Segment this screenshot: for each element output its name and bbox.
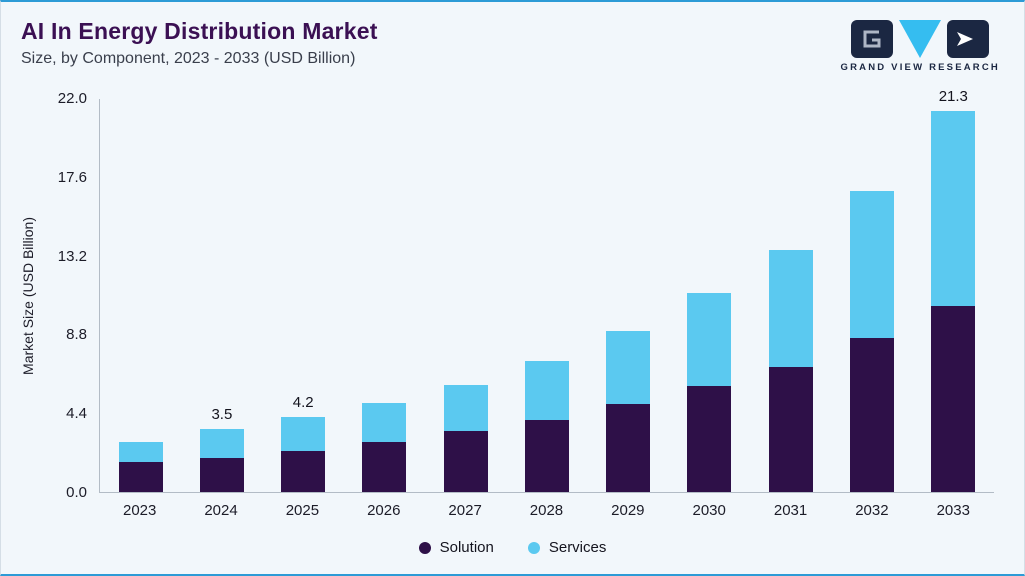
bar-segment-solution (931, 305, 976, 492)
bar-segment-solution (850, 338, 895, 492)
x-axis-labels: 2023 2024 2025 2026 2027 2028 2029 2030 2031 2032… (99, 502, 994, 519)
bar-segment-solution (768, 366, 813, 492)
bar-segment-solution (362, 441, 407, 492)
stacked-bar (118, 441, 163, 492)
bar-group (669, 99, 750, 492)
chart-title: AI In Energy Distribution Market (21, 18, 378, 44)
gvr-logo-mark (851, 20, 990, 58)
bar-segment-services (850, 191, 895, 338)
bar-segment-solution (199, 458, 244, 492)
bar-segment-services (118, 441, 163, 462)
bar-group (100, 99, 181, 492)
x-tick-label: 2025 (285, 502, 320, 519)
y-tick-label: 8.8 (66, 326, 87, 344)
bar-group (831, 99, 912, 492)
bar-group (344, 99, 425, 492)
stacked-bar (281, 416, 326, 492)
bar-segment-solution (606, 404, 651, 492)
stacked-bar (443, 384, 488, 492)
bar-segment-services (931, 110, 976, 306)
stacked-bar (362, 402, 407, 492)
bar-group: 4.2 (263, 99, 344, 492)
bar-segment-services (687, 293, 732, 387)
bar-segment-solution (524, 420, 569, 492)
stacked-bar (768, 250, 813, 492)
plot-column: 3.5 4.2 21.3 2023 2024 2025 2026 2027 2028 2029 2… (99, 88, 994, 519)
bar-segment-solution (687, 386, 732, 492)
legend-label-services: Services (548, 539, 607, 556)
legend-dot-solution (418, 541, 431, 554)
legend-item-services: Services (527, 539, 607, 556)
bar-segment-services (768, 250, 813, 367)
logo-wordmark: GRAND VIEW RESEARCH (840, 62, 1000, 73)
bar-group (588, 99, 669, 492)
bar-segment-services (362, 402, 407, 442)
chart-subtitle: Size, by Component, 2023 - 2033 (USD Bil… (21, 50, 356, 67)
x-tick-label: 2024 (204, 502, 238, 519)
bar-group: 3.5 (181, 99, 262, 492)
chart-header: AI In Energy Distribution Market Size, b… (1, 2, 1024, 73)
bar-segment-services (199, 429, 244, 458)
x-tick-label: 2026 (367, 502, 401, 519)
stacked-bar (606, 330, 651, 492)
y-tick-label: 4.4 (66, 405, 87, 423)
y-axis-title-box: Market Size (USD Billion) (15, 99, 41, 493)
logo-triangle (899, 20, 942, 58)
legend: Solution Services (1, 539, 1024, 556)
stacked-bar (687, 293, 732, 492)
bar-group (425, 99, 506, 492)
y-axis-title: Market Size (USD Billion) (20, 217, 36, 375)
logo-g-glyph (863, 30, 881, 48)
legend-dot-services (527, 541, 540, 554)
bar-total-label: 21.3 (938, 87, 968, 105)
plot-area: 3.5 4.2 21.3 (99, 88, 994, 493)
x-tick-label: 2029 (611, 502, 645, 519)
x-tick-label: 2033 (936, 502, 970, 519)
logo-arrow-glyph (957, 32, 974, 46)
bar-segment-services (443, 384, 488, 432)
x-tick-label: 2031 (773, 502, 808, 519)
stacked-bar (850, 191, 895, 492)
x-tick-label: 2023 (122, 502, 157, 519)
x-tick-label: 2028 (529, 502, 564, 519)
y-tick-label: 17.6 (57, 168, 87, 186)
legend-item-solution: Solution (418, 539, 494, 556)
bar-group (750, 99, 831, 492)
y-tick-label: 22.0 (57, 90, 87, 107)
stacked-bar (931, 110, 976, 492)
bar-segment-solution (281, 450, 326, 492)
bar-group: 21.3 (913, 88, 994, 492)
bar-segment-services (281, 416, 326, 451)
bar-total-label: 3.5 (211, 406, 233, 424)
y-tick-label: 13.2 (57, 247, 87, 265)
stacked-bar (199, 429, 244, 492)
bar-segment-solution (443, 431, 488, 492)
bar-group (506, 99, 587, 492)
header-text: AI In Energy Distribution Market Size, b… (21, 18, 378, 68)
x-tick-label: 2027 (448, 502, 482, 519)
y-axis-gutter: 0.0 4.4 8.8 13.2 17.6 22.0 (41, 90, 99, 501)
chart-area: Market Size (USD Billion) 0.0 4.4 8.8 13.2 1… (15, 88, 994, 519)
stacked-bar (524, 361, 569, 492)
x-tick-label: 2030 (692, 502, 726, 519)
bars-row: 3.5 4.2 21.3 (100, 88, 994, 492)
x-tick-label: 2032 (855, 502, 889, 519)
bar-total-label: 4.2 (292, 393, 314, 411)
y-tick-label: 0.0 (66, 484, 87, 501)
gvr-logo: GRAND VIEW RESEARCH (840, 20, 1000, 73)
bar-segment-services (606, 330, 651, 405)
bar-segment-solution (118, 461, 163, 492)
bar-segment-services (524, 361, 569, 421)
legend-label-solution: Solution (439, 539, 494, 556)
